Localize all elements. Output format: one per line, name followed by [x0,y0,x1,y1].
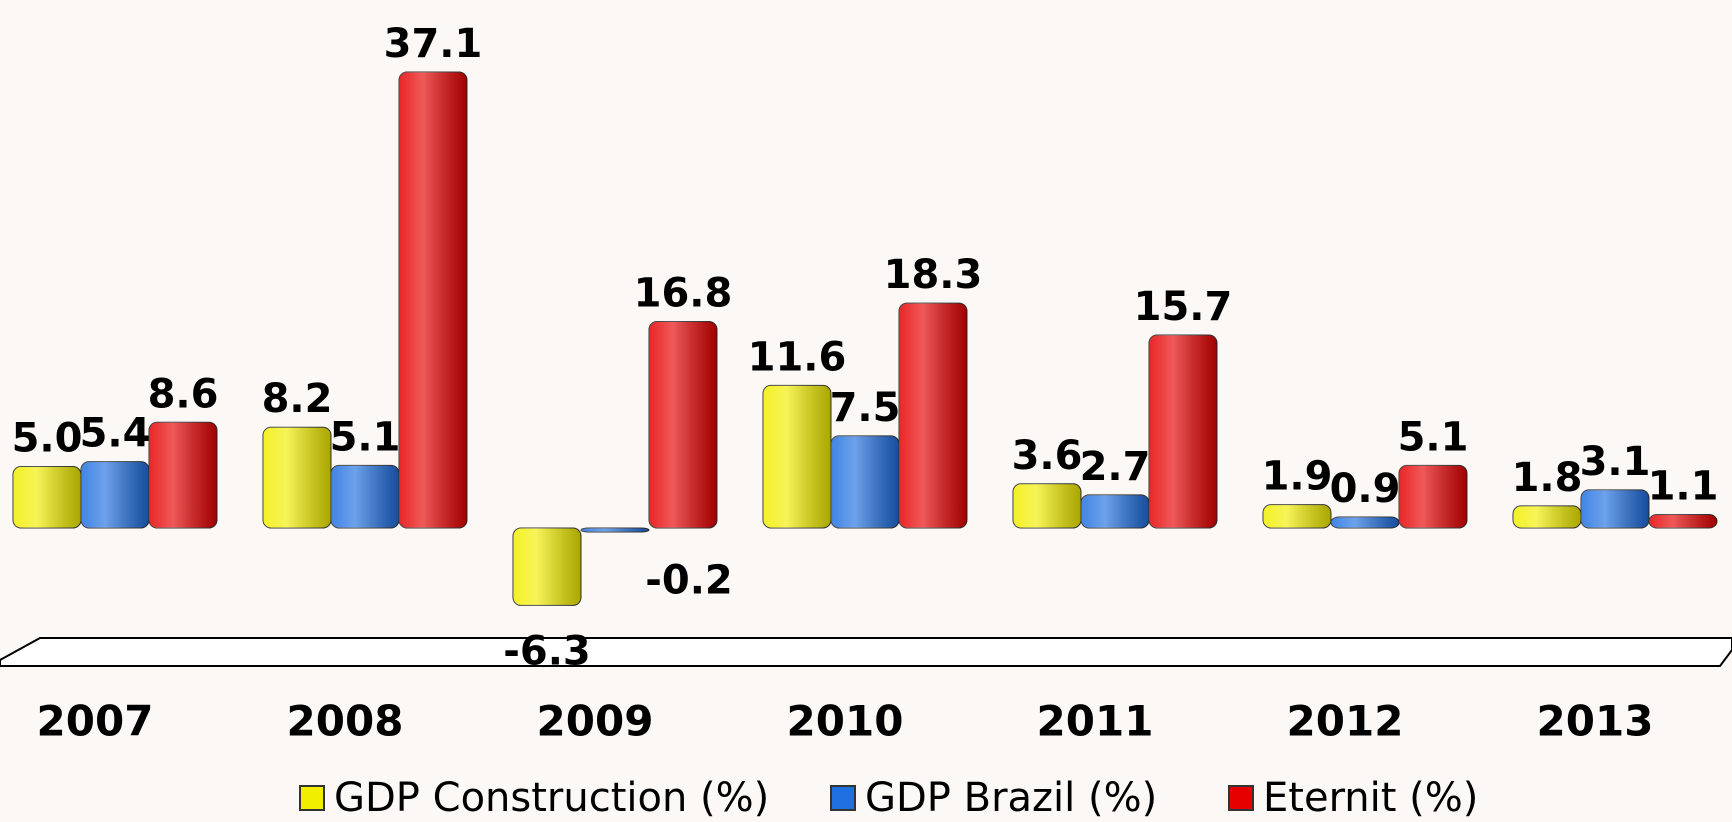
bar-shade [1149,335,1217,528]
bar-shade [263,427,331,528]
bar-shade [899,303,967,528]
floor [0,637,1732,667]
x-tick-label: 2009 [537,697,654,746]
bar-shade [513,528,581,606]
x-tick-label: 2008 [287,697,404,746]
bar-shade [331,465,399,528]
x-tick-label: 2012 [1287,697,1404,746]
x-tick-label: 2007 [37,697,154,746]
bar-shade [1399,465,1467,528]
data-label: 3.6 [1012,433,1083,479]
bar-shade [763,385,831,528]
legend-label: GDP Construction (%) [334,775,769,821]
data-label: 8.6 [148,371,219,417]
data-label: 1.1 [1648,463,1719,509]
bar-shade [1081,494,1149,528]
data-label: 15.7 [1134,284,1233,330]
bar-shade [1013,483,1081,528]
bar-shade [1581,489,1649,528]
bar-shade [1331,516,1399,528]
data-label: 5.1 [1398,414,1469,460]
data-label: 5.4 [80,411,151,457]
data-label: 8.2 [262,376,333,422]
x-tick-label: 2013 [1537,697,1654,746]
data-label: 18.3 [884,252,983,298]
data-label: 1.9 [1262,454,1333,500]
legend-label: GDP Brazil (%) [865,775,1157,821]
data-label: 7.5 [830,385,901,431]
data-label: 0.9 [1330,466,1401,512]
bar-shade [399,72,467,528]
bar-shade [149,422,217,528]
legend-label: Eternit (%) [1263,775,1478,821]
bar-shade [1513,505,1581,528]
bar-shade [1263,504,1331,528]
bar-shade [1649,514,1717,528]
bar-shade [581,528,649,532]
data-label: 1.8 [1512,455,1583,501]
data-label: -6.3 [503,628,590,674]
x-tick-label: 2010 [787,697,904,746]
data-label: 5.0 [12,416,83,462]
data-label: 3.1 [1580,439,1651,485]
data-label: 5.1 [330,414,401,460]
bar-shade [13,466,81,528]
data-label: -0.2 [645,557,732,603]
legend-swatch [1228,785,1254,811]
data-label: 11.6 [748,334,847,380]
legend-swatch [830,785,856,811]
legend-swatch [299,785,325,811]
data-label: 2.7 [1080,444,1151,490]
data-label: 37.1 [384,21,483,67]
bar-shade [831,435,899,528]
x-tick-label: 2011 [1037,697,1154,746]
data-label: 16.8 [634,271,733,317]
bar-shade [81,461,149,528]
bar-shade [649,321,717,528]
